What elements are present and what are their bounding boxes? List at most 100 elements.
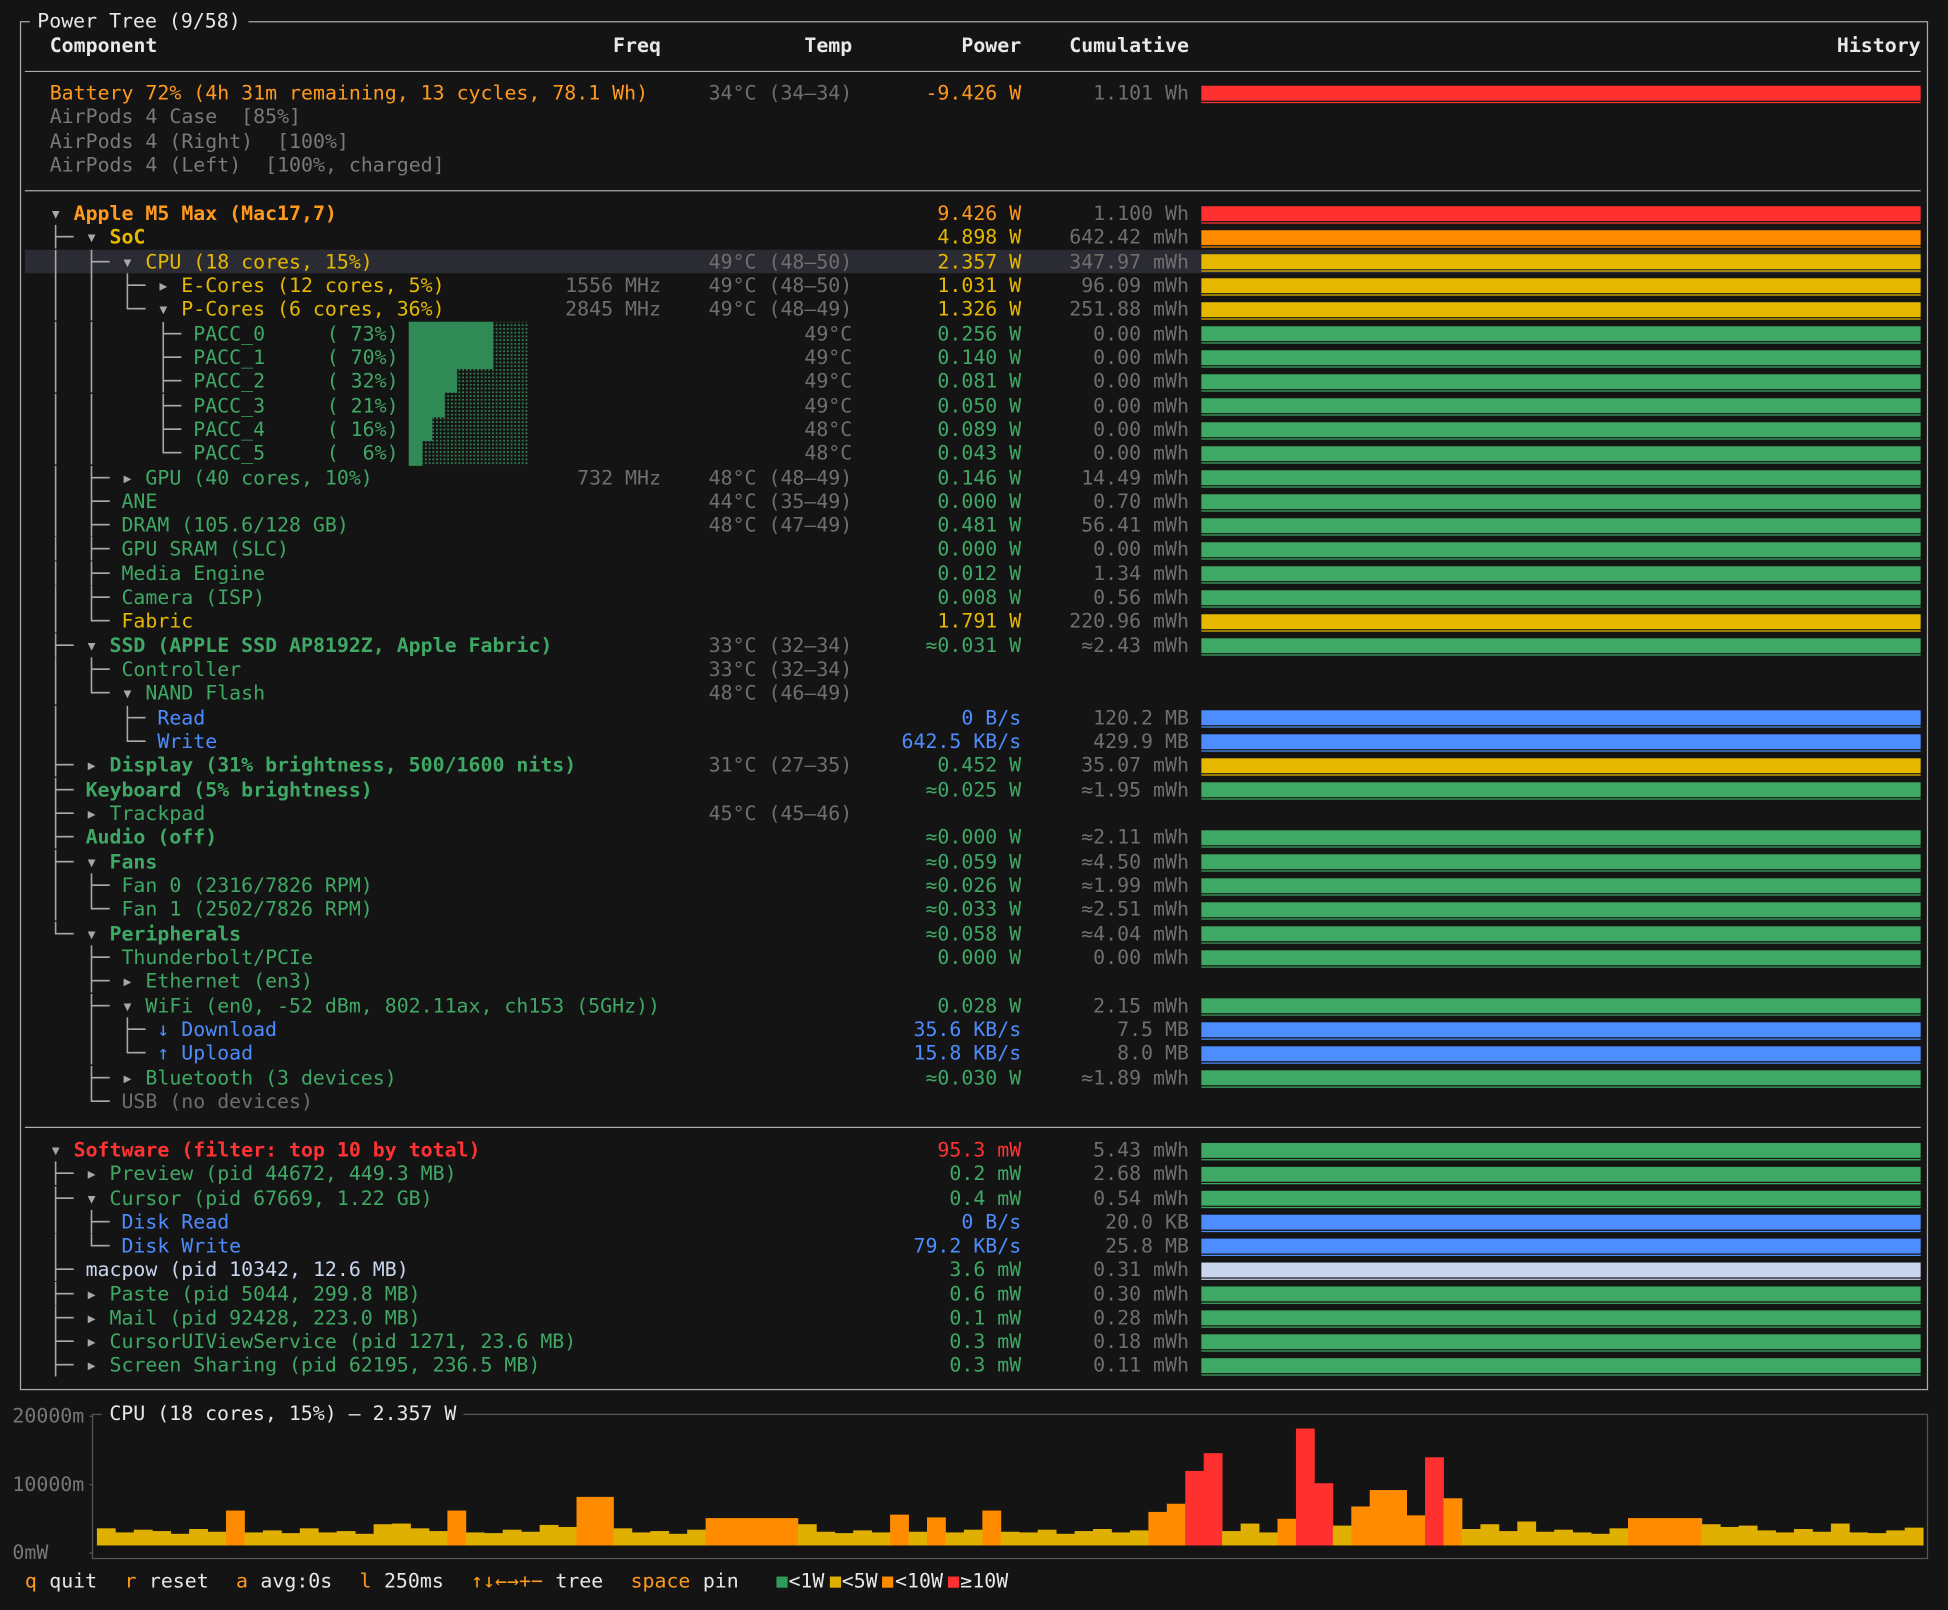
shortcut-key[interactable]: a: [236, 1569, 249, 1593]
power: 4.898 W: [937, 225, 1022, 249]
bar: [1259, 1532, 1278, 1546]
bar: [724, 1518, 743, 1546]
bar: [834, 1533, 854, 1546]
shortcut-label: tree: [555, 1569, 604, 1593]
bar: [226, 1510, 245, 1546]
cumulative: ≈1.99 mWh: [1081, 873, 1189, 897]
history-sparkline: [1201, 518, 1921, 534]
history-sparkline: [1201, 878, 1921, 894]
component-name: ↑ Upload: [157, 1041, 254, 1065]
tree-prefix: │ ├─ ▸: [49, 465, 146, 489]
history-sparkline: [1201, 854, 1921, 870]
tree-prefix: │ ├─ ▾: [49, 249, 146, 273]
shortcut-key[interactable]: q: [24, 1569, 37, 1593]
component-name: ANE: [121, 489, 158, 513]
bar: [705, 1518, 725, 1546]
cumulative: ≈1.95 mWh: [1081, 777, 1189, 801]
component-name: AirPods 4 Case [85%]: [49, 104, 302, 129]
bar: [1775, 1532, 1795, 1546]
tree-prefix: ▾: [49, 1137, 74, 1162]
bar: [1535, 1531, 1555, 1546]
component-name: USB (no devices): [121, 1089, 313, 1113]
shortcut-key[interactable]: space: [630, 1569, 691, 1593]
legend-swatch: [776, 1576, 788, 1588]
history-sparkline: [1201, 398, 1921, 414]
history-sparkline: [1201, 254, 1921, 270]
history-sparkline: [1201, 710, 1921, 726]
tree-prefix: │ ├─: [49, 873, 122, 897]
power: ≈0.025 W: [925, 777, 1022, 801]
component-name: Preview (pid 44672, 449.3 MB): [109, 1161, 457, 1186]
temperature: 49°C: [804, 345, 853, 369]
component-name: Mail (pid 92428, 223.0 MB): [109, 1305, 421, 1329]
temperature: 48°C: [804, 441, 853, 465]
cumulative: 0.00 mWh: [1093, 345, 1189, 369]
bar: [1554, 1529, 1574, 1546]
component-name: SoC: [109, 225, 146, 249]
history-sparkline: [1201, 590, 1921, 606]
cumulative: 0.30 mWh: [1093, 1281, 1189, 1306]
frequency: 2845 MHz: [565, 297, 661, 321]
tree-prefix: │ ├─: [49, 657, 122, 681]
tree-prefix: │ ├─: [49, 705, 158, 729]
power: 0.146 W: [937, 465, 1022, 489]
history-sparkline: [1201, 374, 1921, 390]
shortcut-key[interactable]: r: [124, 1569, 137, 1593]
core-usage: ( 70%): [326, 345, 399, 369]
temperature: 45°C (45–46): [708, 801, 853, 825]
component-name: PACC_3: [193, 393, 266, 417]
component-name: Controller: [121, 657, 242, 681]
cumulative: 14.49 mWh: [1081, 465, 1189, 489]
history-sparkline: [1201, 926, 1921, 942]
history-sparkline: [1201, 614, 1921, 630]
shortcut-key[interactable]: l: [359, 1569, 372, 1593]
shortcut-key[interactable]: ↑↓←→+−: [471, 1569, 543, 1593]
bar: [373, 1524, 393, 1546]
cumulative: 347.97 mWh: [1069, 249, 1189, 273]
bar: [1388, 1490, 1408, 1546]
bar: [502, 1529, 522, 1546]
component-name: Cursor (pid 67669, 1.22 GB): [109, 1185, 433, 1210]
panel-title: Power Tree (9/58): [29, 8, 249, 34]
history-sparkline: [1201, 1262, 1921, 1278]
legend-label: <1W: [788, 1569, 825, 1593]
temperature: 49°C: [804, 393, 853, 417]
tree-prefix: ├─ ▸: [49, 1065, 146, 1089]
bar: [1166, 1503, 1186, 1546]
bar: [1609, 1528, 1629, 1546]
cumulative: 642.42 mWh: [1069, 225, 1189, 249]
tree-prefix: ├─ ▸: [49, 969, 146, 993]
bar: [1443, 1498, 1463, 1546]
power: 0.000 W: [937, 489, 1022, 513]
component-name: GPU (40 cores, 10%): [145, 465, 373, 489]
component-name: Media Engine: [121, 561, 266, 585]
history-sparkline: [1201, 1238, 1921, 1254]
bar: [152, 1531, 172, 1546]
cumulative: 0.70 mWh: [1093, 489, 1189, 513]
bar: [742, 1518, 762, 1546]
history-sparkline: [1201, 758, 1921, 774]
tree-prefix: └─: [49, 1089, 122, 1113]
power: ≈0.026 W: [925, 873, 1022, 897]
component-name: PACC_1: [193, 345, 266, 369]
cumulative: 0.00 mWh: [1093, 417, 1189, 441]
cumulative: 429.9 MB: [1093, 729, 1189, 753]
bar: [613, 1528, 633, 1546]
shortcut-label: 250ms: [383, 1569, 444, 1593]
tree-prefix: │ └─: [49, 609, 122, 633]
bar: [355, 1533, 374, 1546]
bar: [428, 1531, 448, 1546]
tree-prefix: │ └─: [49, 729, 158, 753]
bar: [1185, 1470, 1205, 1546]
component-name: Software (filter: top 10 by total): [73, 1137, 481, 1162]
history-sparkline: [1201, 302, 1921, 318]
bar: [982, 1510, 1002, 1546]
cumulative: 8.0 MB: [1117, 1041, 1189, 1065]
history-sparkline: [1201, 470, 1921, 486]
cumulative: ≈1.89 mWh: [1081, 1065, 1189, 1089]
component-name: PACC_0: [193, 321, 266, 345]
component-name: Fan 1 (2502/7826 RPM): [121, 897, 373, 921]
power: 0.043 W: [937, 441, 1022, 465]
history-sparkline: [1201, 422, 1921, 438]
